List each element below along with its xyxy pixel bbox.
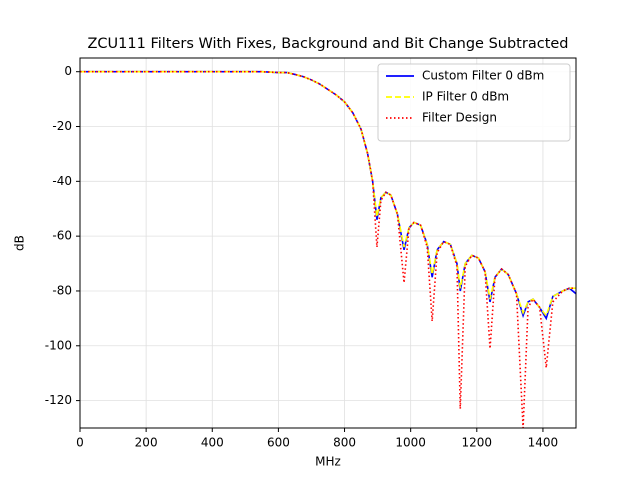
series-line bbox=[80, 70, 576, 428]
x-tick-label: 1200 bbox=[462, 436, 493, 450]
x-tick-label: 400 bbox=[201, 436, 224, 450]
y-tick-label: -80 bbox=[52, 283, 72, 297]
x-tick-label: 200 bbox=[135, 436, 158, 450]
legend-box bbox=[377, 63, 571, 142]
ticks: 0 200 400 600 800 1000 1200 1400 0 -20 -40 -60 -80 -1… bbox=[45, 64, 558, 449]
legend: Custom Filter 0 dBm IP Filter 0 dBm Filter… bbox=[377, 63, 571, 142]
x-tick-label: 800 bbox=[333, 436, 356, 450]
y-tick-label: -100 bbox=[45, 338, 72, 352]
y-tick-label: 0 bbox=[64, 64, 72, 78]
x-axis-label: MHz bbox=[315, 455, 341, 469]
y-tick-label: -120 bbox=[45, 393, 72, 407]
y-tick-label: -60 bbox=[52, 229, 72, 243]
y-tick-label: -40 bbox=[52, 174, 72, 188]
series-line bbox=[80, 70, 576, 318]
y-tick-label: -20 bbox=[52, 119, 72, 133]
x-tick-label: 1400 bbox=[528, 436, 559, 450]
y-axis-label: dB bbox=[13, 235, 27, 251]
legend-label: IP Filter 0 dBm bbox=[422, 90, 509, 104]
lines bbox=[80, 70, 576, 428]
x-tick-label: 0 bbox=[76, 436, 84, 450]
x-tick-label: 600 bbox=[267, 436, 290, 450]
x-tick-label: 1000 bbox=[395, 436, 426, 450]
chart-title: ZCU111 Filters With Fixes, Background an… bbox=[87, 36, 568, 52]
legend-label: Filter Design bbox=[422, 111, 497, 125]
legend-label: Custom Filter 0 dBm bbox=[422, 69, 544, 83]
plot-frame bbox=[79, 57, 577, 429]
